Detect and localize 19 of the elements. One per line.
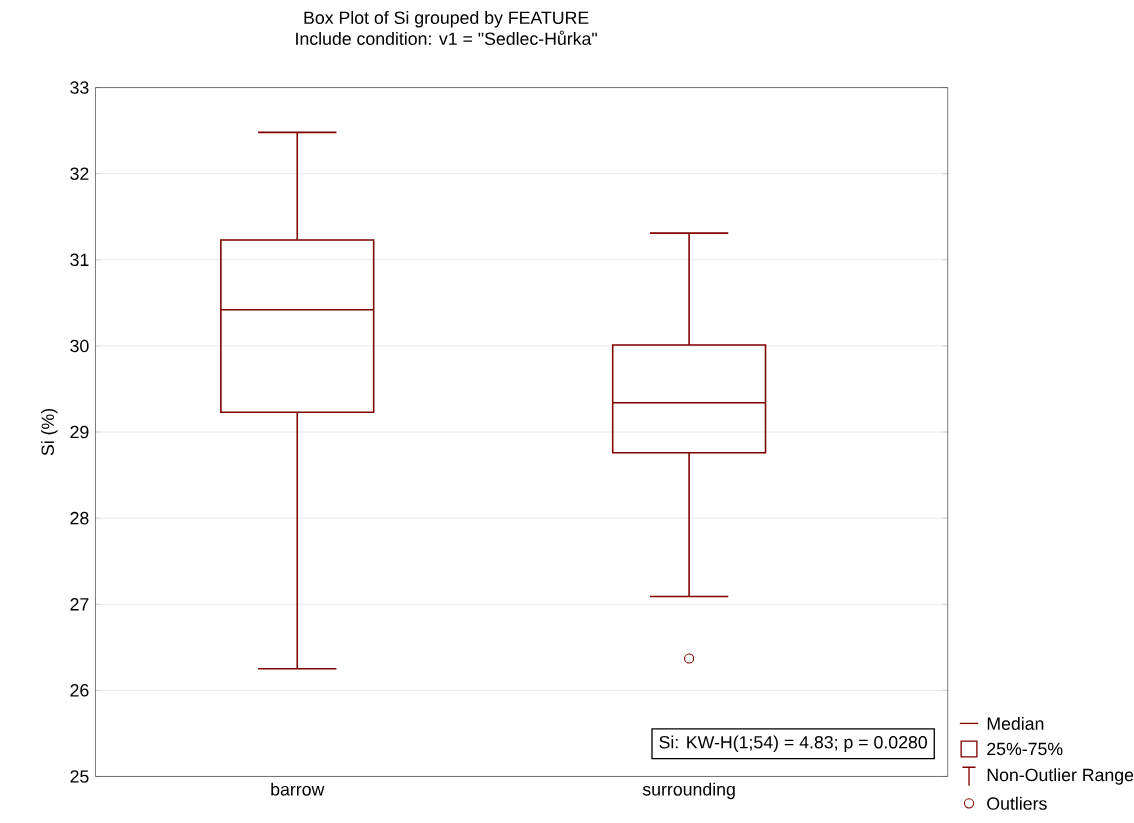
annotation: Si: KW-H(1;54) = 4.83; p = 0.0280 bbox=[659, 735, 927, 753]
y-tick-label: 26 bbox=[70, 684, 89, 697]
text: 25%-75% bbox=[987, 742, 1063, 756]
text: Outliers bbox=[987, 796, 1047, 810]
y-axis-title: Si (%) bbox=[41, 409, 58, 456]
chart-subtitle: Include condition: v1 = "Sedlec-Hůrka" bbox=[296, 30, 597, 46]
text: Median bbox=[987, 717, 1044, 731]
x-tick-label: barrow bbox=[271, 782, 325, 796]
y-tick-label: 30 bbox=[70, 339, 89, 353]
y-tick-label: 25 bbox=[70, 770, 89, 783]
y-tick-label: 27 bbox=[70, 598, 89, 611]
y-tick-label: 28 bbox=[70, 512, 89, 525]
y-tick-label: 31 bbox=[70, 253, 89, 267]
x-tick-label: surrounding bbox=[642, 782, 735, 800]
chart-title: Box Plot of Si grouped by FEATURE bbox=[304, 11, 589, 28]
y-tick-label: 33 bbox=[70, 81, 89, 94]
y-tick-label: 29 bbox=[70, 425, 89, 439]
text: Non-Outlier Range bbox=[987, 768, 1134, 785]
y-tick-label: 32 bbox=[70, 167, 89, 181]
